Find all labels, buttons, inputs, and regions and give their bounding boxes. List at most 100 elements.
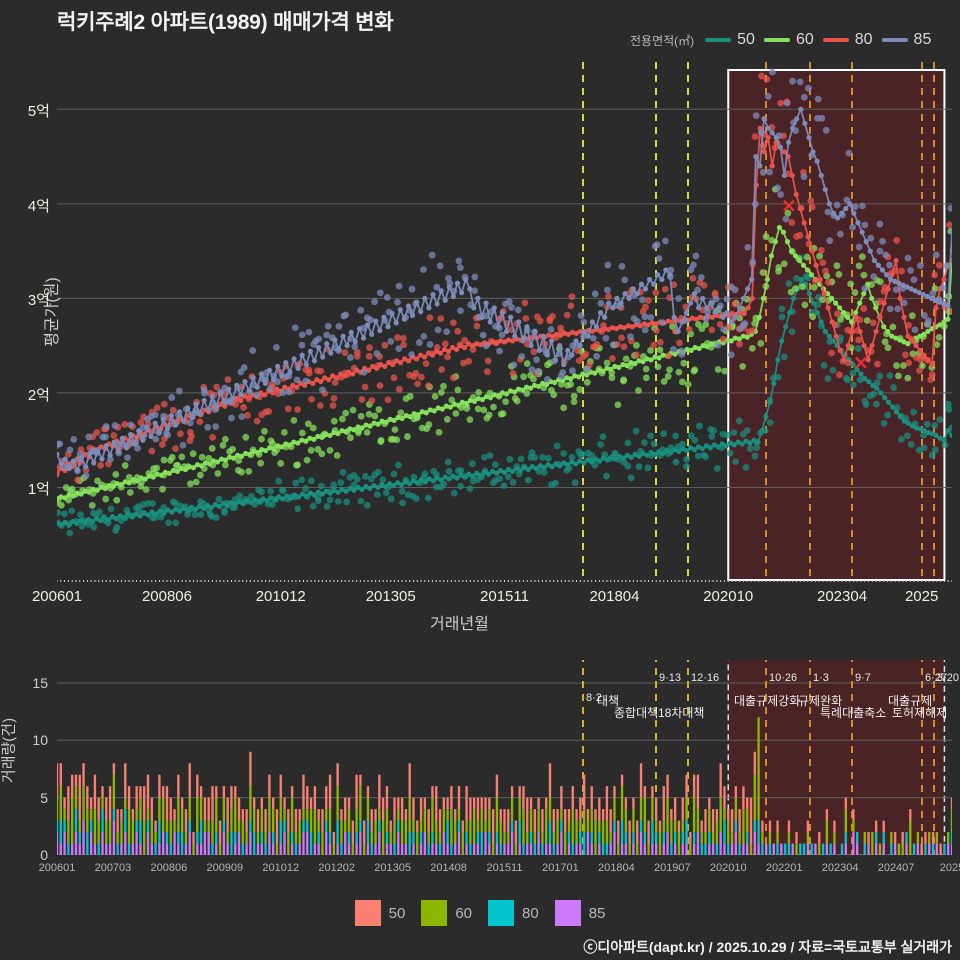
- volume-legend-item-85[interactable]: 85: [554, 900, 605, 926]
- scatter-point-80: [905, 321, 912, 329]
- series-point-85: [324, 341, 330, 347]
- scatter-point-60: [117, 483, 125, 491]
- scatter-point-60: [851, 289, 859, 296]
- series-point-85: [749, 276, 755, 283]
- series-point-80: [669, 319, 675, 325]
- volume-bar-50: [484, 797, 487, 821]
- series-point-80: [573, 330, 580, 336]
- scatter-point-85: [82, 472, 90, 480]
- scatter-point-85: [249, 347, 257, 354]
- series-point-85: [430, 291, 436, 298]
- scatter-point-50: [660, 430, 668, 438]
- scatter-point-85: [555, 350, 563, 358]
- volume-bar-50: [89, 797, 93, 810]
- volume-bar-60: [370, 832, 373, 844]
- volume-bar-85: [935, 843, 939, 855]
- volume-bar-80: [74, 809, 78, 833]
- series-point-60: [395, 414, 401, 421]
- series-point-80: [82, 451, 88, 457]
- legend-item-80[interactable]: 80: [822, 31, 873, 49]
- legend-line-icon: [763, 38, 790, 42]
- scatter-point-60: [485, 411, 493, 419]
- volume-bar-85: [313, 843, 317, 855]
- volume-bar-80: [639, 820, 643, 833]
- scatter-point-85: [134, 444, 141, 452]
- series-point-50: [822, 328, 828, 335]
- scatter-point-60: [440, 382, 447, 390]
- scatter-point-60: [570, 398, 578, 406]
- scatter-point-50: [100, 513, 108, 521]
- scatter-point-80: [905, 359, 913, 367]
- volume-legend-item-80[interactable]: 80: [488, 900, 539, 926]
- scatter-point-85: [168, 394, 176, 401]
- price-x-tick: 201511: [480, 588, 529, 605]
- volume-bar-60: [222, 797, 226, 821]
- scatter-point-50: [672, 432, 680, 440]
- scatter-point-85: [383, 294, 391, 301]
- volume-bar-85: [237, 832, 241, 855]
- scatter-point-60: [863, 317, 871, 324]
- scatter-point-60: [721, 367, 729, 375]
- series-point-85: [193, 401, 199, 407]
- series-point-50: [200, 505, 207, 511]
- volume-bar-85: [158, 843, 161, 855]
- volume-bar-50: [127, 786, 131, 810]
- volume-bar-85: [374, 843, 377, 855]
- series-point-50: [375, 484, 381, 491]
- scatter-point-50: [873, 379, 881, 387]
- volume-bar-50: [366, 786, 370, 798]
- scatter-point-85: [826, 237, 834, 245]
- volume-bar-50: [59, 763, 62, 787]
- scatter-point-85: [381, 317, 389, 324]
- series-point-85: [103, 443, 109, 449]
- series-line-85: [57, 106, 952, 473]
- outlier-x-marker: [783, 199, 795, 212]
- scatter-point-50: [104, 519, 112, 527]
- scatter-point-60: [714, 366, 722, 373]
- volume-legend-item-50[interactable]: 50: [354, 900, 405, 926]
- scatter-point-85: [534, 367, 542, 375]
- volume-bar-80: [234, 832, 237, 844]
- legend-item-85[interactable]: 85: [881, 31, 931, 49]
- scatter-point-60: [843, 311, 851, 319]
- volume-bar-60: [818, 843, 821, 855]
- series-point-50: [933, 432, 939, 439]
- series-point-85: [438, 288, 444, 294]
- volume-bar-50: [215, 786, 218, 798]
- scatter-point-80: [818, 246, 825, 254]
- scatter-point-80: [353, 352, 361, 360]
- scatter-point-80: [361, 383, 369, 391]
- scatter-point-80: [158, 441, 166, 448]
- scatter-point-60: [290, 416, 298, 424]
- scatter-point-60: [406, 392, 414, 400]
- series-point-50: [113, 516, 120, 522]
- legend-item-60[interactable]: 60: [763, 31, 814, 49]
- scatter-point-85: [428, 251, 436, 259]
- series-point-50: [145, 512, 151, 518]
- volume-bar-60: [601, 820, 605, 844]
- series-point-80: [833, 333, 839, 339]
- scatter-point-80: [708, 326, 716, 334]
- scatter-point-60: [690, 367, 698, 375]
- legend-item-50[interactable]: 50: [705, 31, 755, 49]
- volume-bar-60: [643, 797, 646, 833]
- volume-bar-60: [162, 797, 165, 833]
- volume-bar-80: [469, 843, 472, 855]
- series-point-85: [720, 314, 726, 320]
- scatter-point-50: [713, 465, 721, 472]
- scatter-point-85: [505, 298, 513, 306]
- scatter-point-85: [589, 334, 597, 342]
- volume-bar-60: [435, 820, 438, 844]
- volume-legend-item-60[interactable]: 60: [421, 900, 472, 926]
- series-point-50: [505, 466, 512, 473]
- scatter-point-50: [398, 487, 406, 495]
- series-point-80: [873, 328, 879, 335]
- scatter-point-80: [568, 293, 576, 300]
- series-point-60: [431, 408, 437, 414]
- series-point-80: [282, 384, 288, 390]
- scatter-point-50: [920, 444, 928, 452]
- scatter-point-60: [304, 420, 312, 428]
- volume-bar-80: [890, 843, 893, 855]
- scatter-point-60: [520, 373, 528, 381]
- scatter-point-60: [635, 387, 642, 394]
